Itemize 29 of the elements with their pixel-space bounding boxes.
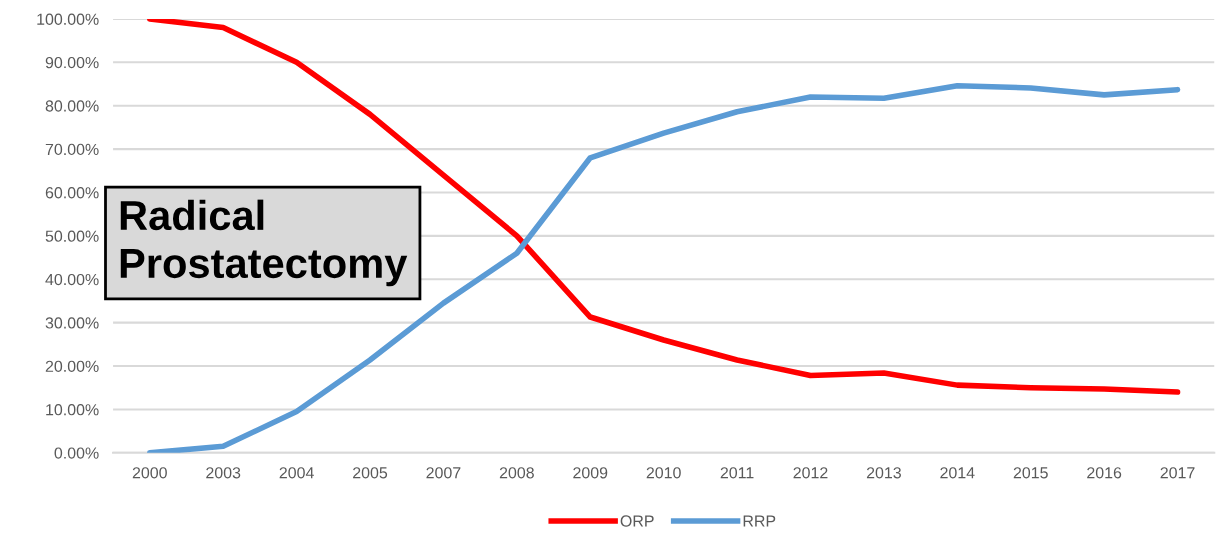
x-tick-label: 2005: [353, 467, 388, 479]
y-tick-label: 50.00%: [45, 230, 99, 242]
legend-label: ORP: [620, 515, 654, 527]
x-tick-label: 2013: [866, 467, 901, 479]
x-tick-label: 2017: [1160, 467, 1195, 479]
x-tick-label: 2004: [279, 467, 314, 479]
x-tick-label: 2007: [426, 467, 461, 479]
y-tick-label: 80.00%: [45, 100, 99, 112]
y-tick-label: 70.00%: [45, 143, 99, 156]
x-tick-label: 2003: [206, 467, 241, 479]
y-tick-label: 90.00%: [45, 56, 99, 69]
y-tick-label: 40.00%: [45, 273, 99, 286]
y-tick-label: 10.00%: [46, 404, 99, 416]
y-tick-label: 100.00%: [37, 13, 99, 25]
y-tick-label: 30.00%: [45, 317, 99, 329]
x-tick-label: 2008: [499, 467, 534, 479]
x-tick-label: 2015: [1013, 467, 1048, 479]
x-tick-label: 2011: [720, 467, 754, 479]
x-tick-label: 2012: [793, 467, 828, 479]
annotation: Radical Prostatectomy: [120, 199, 408, 287]
x-tick-label: 2010: [646, 467, 681, 479]
y-tick-label: 60.00%: [45, 187, 99, 199]
x-tick-label: 2016: [1087, 467, 1122, 479]
y-tick-label: 20.00%: [45, 360, 99, 372]
x-tick-label: 2000: [132, 467, 167, 479]
x-tick-label: 2009: [573, 467, 608, 479]
y-tick-label: 0.00%: [54, 447, 99, 459]
x-tick-label: 2014: [940, 467, 975, 479]
legend-label: RRP: [743, 515, 776, 527]
